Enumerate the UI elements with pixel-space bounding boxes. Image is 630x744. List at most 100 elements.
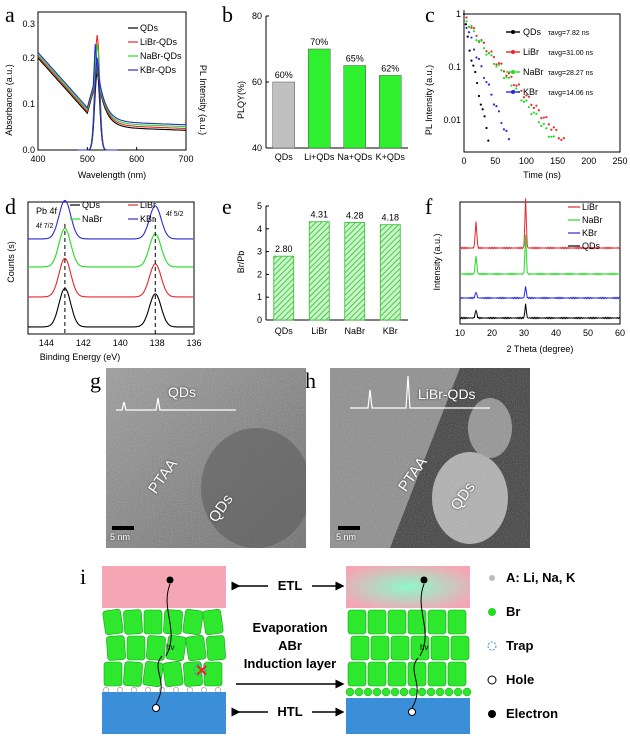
panel-label-c: c — [425, 2, 435, 27]
c-point — [482, 47, 486, 50]
i-legend-label: Hole — [506, 672, 534, 687]
c-ytick: 0.01 — [443, 115, 461, 125]
crystal — [347, 661, 367, 687]
crystal — [143, 609, 163, 635]
b-data-label: 65% — [346, 54, 364, 64]
c-point — [552, 135, 555, 138]
chart-b: PLQY(%) 40 60 80 60% QDs 70% Li+QDs 65% Na+QDs 62… — [236, 11, 408, 162]
schematic-i: ETL Evaporation ABr Induction layer HTL … — [102, 566, 576, 734]
c-point — [490, 93, 493, 96]
c-point — [535, 112, 538, 116]
c-point — [464, 23, 467, 26]
crystal — [447, 609, 467, 635]
c-xtick: 50 — [490, 156, 500, 166]
crystal — [370, 635, 390, 661]
a-ylabel: Absorbance (a.u.) — [4, 64, 14, 136]
c-point — [468, 49, 471, 52]
e-bar — [273, 255, 295, 321]
c-xlabel: Time (ns) — [523, 170, 561, 180]
f-legend-item: QDs — [582, 241, 601, 251]
a-xlabel: Wavelength (nm) — [78, 170, 146, 180]
c-point — [560, 138, 563, 141]
a-ytick: 0.0 — [22, 145, 35, 155]
a-xtick: 600 — [129, 154, 144, 164]
crystal — [447, 661, 467, 687]
d-pb4f: Pb 4f — [36, 206, 58, 216]
c-point — [527, 105, 530, 109]
a-abs-curve-0 — [37, 57, 187, 131]
hole-site — [145, 687, 151, 693]
c-point — [490, 54, 493, 57]
a-xtick: 700 — [178, 154, 193, 164]
crystal — [427, 661, 447, 687]
f-curve — [459, 286, 621, 300]
b-ytick: 40 — [252, 143, 262, 153]
b-category: Li+QDs — [304, 152, 335, 162]
c-point — [485, 53, 488, 56]
crystal — [430, 635, 450, 661]
c-point — [542, 122, 545, 126]
e-category: KBr — [383, 326, 398, 336]
b-ylabel: PLQY(%) — [236, 81, 246, 119]
c-point — [485, 80, 488, 84]
br-bead — [372, 687, 382, 697]
c-point — [485, 126, 488, 130]
c-point — [470, 36, 473, 39]
a-ytick: 0.2 — [22, 53, 35, 63]
crystal — [387, 609, 407, 635]
e-ytick: 5 — [257, 201, 262, 211]
d-legend-item: KBr — [140, 214, 155, 224]
d-legend-item: LiBr — [140, 200, 156, 210]
hv-left: hv — [166, 643, 174, 652]
crystal — [350, 635, 370, 661]
c-point — [472, 30, 476, 33]
br-bead — [381, 687, 391, 697]
f-xtick: 30 — [519, 328, 529, 338]
e-bar — [344, 222, 366, 321]
b-bar — [379, 75, 402, 149]
f-curve — [459, 198, 621, 250]
hole-site — [201, 687, 207, 693]
br-bead — [354, 687, 364, 697]
panel-label-a: a — [5, 2, 15, 27]
d-legend-item: QDs — [82, 200, 101, 210]
mid-label-1: Evaporation — [252, 620, 327, 635]
c-legend-tau: τavg=14.06 ns — [548, 90, 593, 97]
f-curve — [459, 303, 621, 320]
a-y2label: PL Intensity (a.u.) — [198, 65, 208, 135]
d-xtick: 142 — [76, 338, 91, 348]
e-data-label: 2.80 — [275, 244, 293, 254]
c-point — [540, 116, 543, 120]
e-ytick: 4 — [257, 224, 262, 234]
legend-icon-4 — [488, 710, 496, 718]
e-data-label: 4.31 — [310, 210, 328, 220]
c-xtick: 100 — [519, 156, 534, 166]
b-bar — [272, 81, 295, 149]
e-data-label: 4.28 — [346, 210, 364, 220]
e-ytick: 0 — [257, 315, 262, 325]
c-xtick: 0 — [461, 156, 466, 166]
c-point — [470, 24, 473, 28]
c-legend-name: LiBr — [523, 47, 539, 57]
br-bead — [435, 687, 445, 697]
f-xtick: 40 — [551, 328, 561, 338]
c-legend-tau: τavg=28.27 ns — [548, 70, 593, 77]
a-pl-curve-3 — [77, 57, 117, 151]
c-point — [480, 39, 483, 42]
e-ytick: 1 — [257, 292, 262, 302]
c-legend-name: QDs — [523, 27, 542, 37]
d-curve — [28, 199, 194, 240]
e-bar — [308, 221, 330, 321]
c-point — [532, 111, 535, 114]
c-point — [467, 31, 471, 34]
c-point — [502, 76, 506, 80]
c-point — [500, 69, 503, 72]
etl-label: ETL — [278, 578, 303, 593]
c-xtick: 150 — [550, 156, 565, 166]
d-xtick: 136 — [186, 338, 201, 348]
c-point — [552, 126, 555, 129]
c-point — [525, 94, 528, 97]
c-point — [510, 75, 513, 78]
crystal — [106, 635, 126, 661]
c-point — [547, 135, 550, 138]
